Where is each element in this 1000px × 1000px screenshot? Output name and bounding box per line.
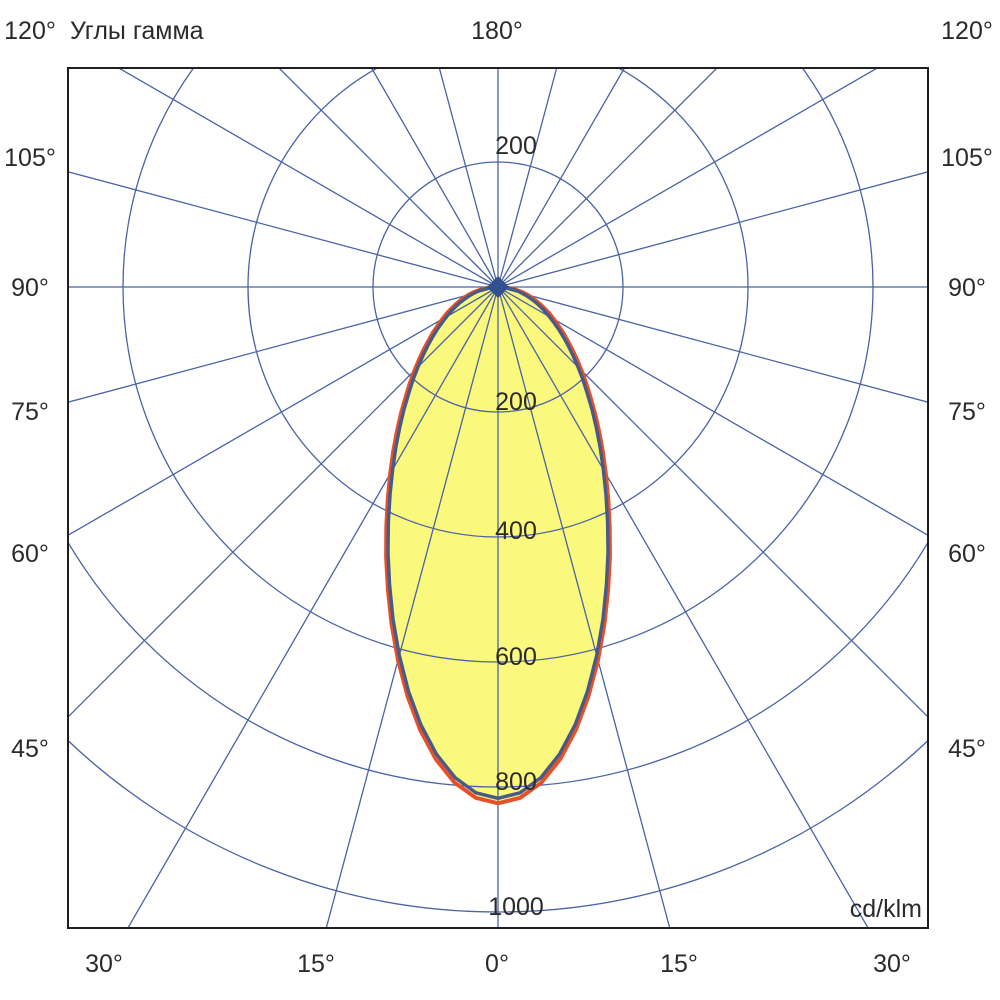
grid-radial-105 — [497, 171, 928, 288]
angle-label-left-4: 60° — [11, 540, 49, 568]
grid-radial-300 — [68, 286, 499, 537]
angle-label-bottom-2: 0° — [485, 950, 509, 978]
ring-label-200: 200 — [495, 388, 537, 416]
angle-label-right-4: 60° — [948, 540, 986, 568]
angle-label-top-180: 180° — [471, 17, 523, 45]
grid-radial-240 — [117, 68, 499, 288]
grid-radial-315 — [68, 286, 499, 718]
grid-radial-45 — [497, 286, 928, 718]
polar-center-point — [487, 276, 509, 298]
ring-label-1000: 1000 — [488, 893, 544, 921]
chart-title: Углы гамма — [70, 17, 204, 45]
angle-label-right-0: 120° — [941, 17, 993, 45]
angle-label-bottom-0: 30° — [85, 950, 123, 978]
unit-label: cd/klm — [850, 895, 922, 923]
ring-label-600: 600 — [495, 643, 537, 671]
grid-radial-75 — [497, 286, 928, 403]
angle-label-left-1: 105° — [4, 144, 56, 172]
angle-label-bottom-3: 15° — [660, 950, 698, 978]
angle-label-bottom-4: 30° — [873, 950, 911, 978]
plot-box-border — [67, 67, 929, 929]
angle-label-left-0: 120° — [4, 17, 56, 45]
ring-label-400: 400 — [495, 517, 537, 545]
grid-radial-285 — [68, 286, 499, 403]
curve-c0-c180 — [384, 285, 612, 806]
grid-radial-210 — [370, 68, 499, 288]
ring-label-upper-200: 200 — [495, 132, 537, 160]
grid-radial-120 — [497, 68, 879, 288]
angle-label-bottom-1: 15° — [297, 950, 335, 978]
grid-radial-135 — [497, 68, 718, 288]
angle-label-left-5: 45° — [11, 735, 49, 763]
ring-label-800: 800 — [495, 768, 537, 796]
angle-label-right-5: 45° — [948, 735, 986, 763]
curve-c90-c270 — [386, 285, 610, 800]
grid-radial-345 — [325, 286, 499, 928]
angle-label-right-1: 105° — [941, 144, 993, 172]
grid-radial-60 — [497, 286, 928, 537]
angle-label-left-3: 75° — [11, 398, 49, 426]
grid-radial-225 — [278, 68, 499, 288]
angle-label-right-3: 75° — [948, 398, 986, 426]
angle-label-right-2: 90° — [948, 274, 986, 302]
grid-radial-150 — [497, 68, 626, 288]
grid-radial-255 — [68, 171, 499, 288]
grid-radial-165 — [497, 68, 558, 288]
angle-label-left-2: 90° — [11, 274, 49, 302]
grid-radial-15 — [497, 286, 671, 928]
grid-radial-195 — [438, 68, 499, 288]
